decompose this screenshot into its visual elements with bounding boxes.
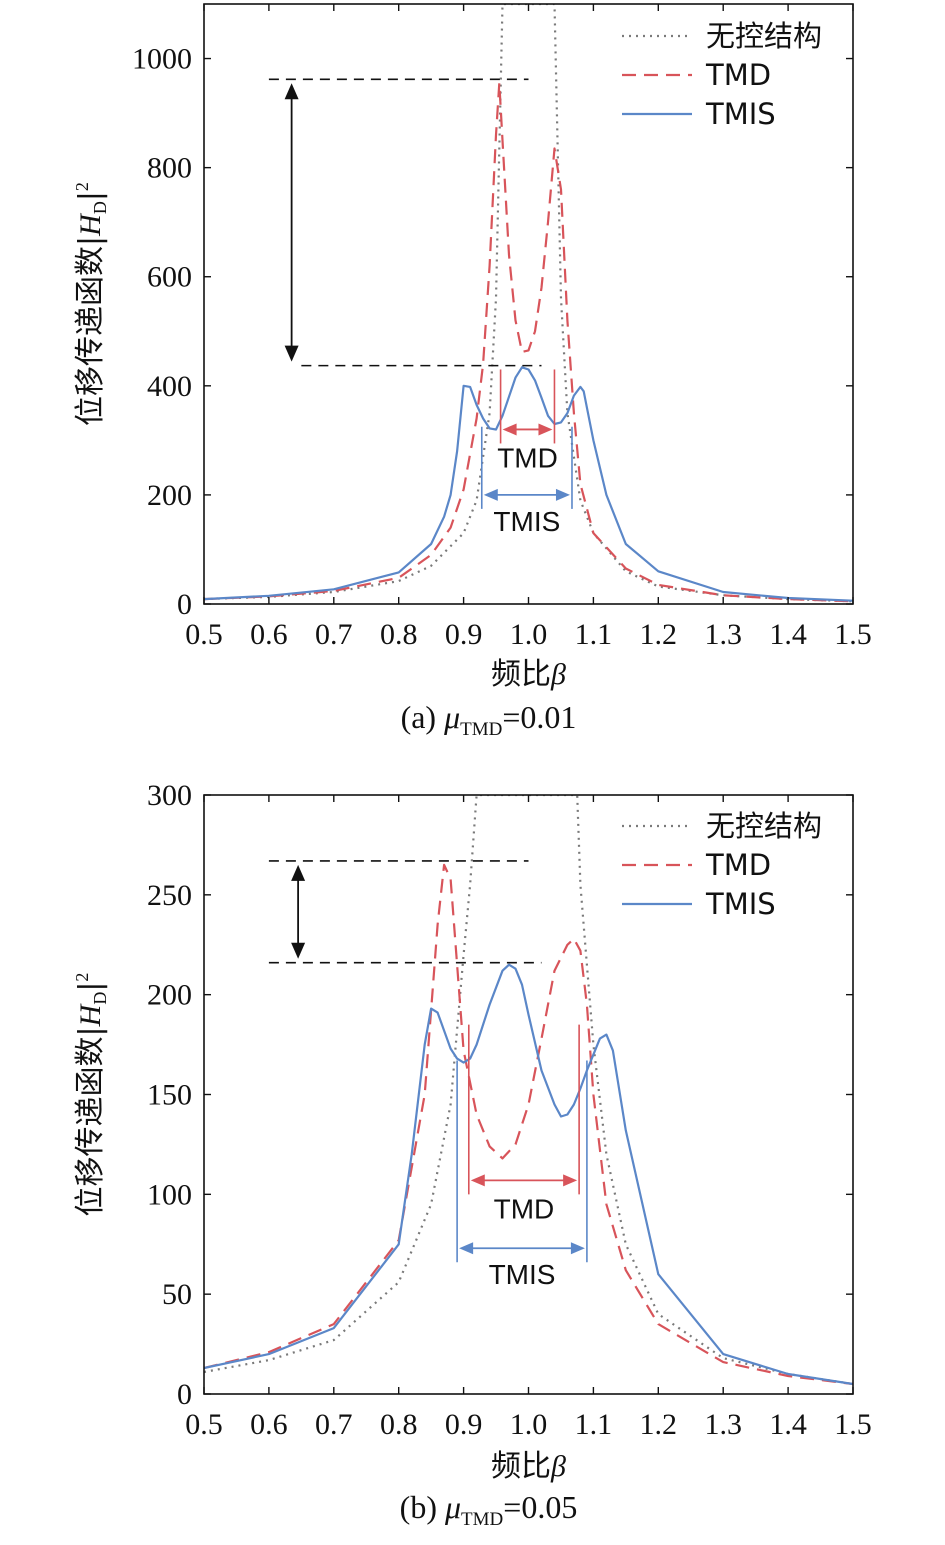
x-axis-label-symbol: β — [550, 658, 566, 691]
tmd-band-label: TMD — [497, 442, 558, 473]
series-line-tmd — [204, 82, 853, 603]
y-tick-label: 0 — [177, 1378, 192, 1411]
tmis-band-arrow-head-right — [555, 488, 570, 501]
figure-caption: (b) μTMD=0.05 — [400, 1489, 578, 1530]
y-tick-label: 200 — [147, 979, 192, 1012]
legend-label-tmd: TMD — [705, 58, 771, 92]
legend-label-tmd: TMD — [705, 848, 771, 882]
x-tick-label: 0.5 — [185, 618, 223, 651]
tmis-band-arrow-head-left — [459, 1242, 474, 1255]
y-axis-label-text: 位移传递函数| — [73, 236, 108, 426]
x-tick-label: 0.6 — [250, 1408, 288, 1441]
x-tick-label: 1.0 — [510, 618, 548, 651]
x-tick-label: 0.6 — [250, 618, 288, 651]
tmis-band-label: TMIS — [493, 506, 560, 537]
tmd-band-arrow-head-right — [563, 1174, 578, 1187]
tmis-band-label: TMIS — [489, 1259, 556, 1290]
x-tick-label: 1.1 — [575, 618, 613, 651]
legend-label-uncontrolled: 无控结构 — [706, 809, 822, 843]
y-tick-label: 150 — [147, 1079, 192, 1112]
caption-mu-sub: TMD — [460, 719, 502, 740]
y-axis-label-close: | — [73, 191, 108, 201]
caption-mu: μ — [444, 1489, 461, 1525]
y-axis-label: 位移传递函数|HD|2 — [72, 182, 110, 426]
y-tick-label: 0 — [177, 588, 192, 621]
peak-reduction-arrow-head-top — [291, 864, 306, 881]
series-line-uncontrolled — [204, 795, 853, 1386]
x-tick-label: 0.5 — [185, 1408, 223, 1441]
x-tick-label: 1.3 — [704, 1408, 742, 1441]
peak-reduction-arrow-head-bottom — [284, 345, 299, 362]
plot-area — [204, 4, 853, 603]
tmd-band-arrow-head-right — [538, 423, 553, 436]
series-line-tmis — [204, 963, 853, 1386]
caption-prefix: (a) — [401, 699, 445, 735]
x-axis-label: 频比β — [491, 1449, 566, 1484]
y-tick-label: 100 — [147, 1178, 192, 1211]
x-axis-label-text: 频比 — [491, 1449, 551, 1484]
legend-label-uncontrolled: 无控结构 — [706, 19, 822, 53]
x-tick-label: 1.4 — [769, 618, 807, 651]
caption-mu-value: =0.01 — [502, 699, 576, 735]
x-tick-label: 0.8 — [380, 1408, 418, 1441]
y-axis-label-text: 位移传递函数| — [73, 1026, 108, 1216]
legend: 无控结构 TMD TMIS — [622, 809, 822, 921]
x-tick-label: 0.7 — [315, 1408, 353, 1441]
x-tick-label: 1.4 — [769, 1408, 807, 1441]
y-tick-label: 200 — [147, 479, 192, 512]
y-tick-label: 300 — [147, 779, 192, 812]
x-tick-label: 1.3 — [704, 618, 742, 651]
x-tick-label: 1.5 — [834, 618, 872, 651]
y-tick-label: 800 — [147, 152, 192, 185]
y-axis-label-sup: 2 — [72, 182, 92, 191]
x-tick-label: 1.1 — [575, 1408, 613, 1441]
x-tick-label: 0.9 — [445, 1408, 483, 1441]
tmd-band-label: TMD — [494, 1193, 555, 1224]
tmd-band-arrow-head-left — [502, 423, 517, 436]
caption-mu-sub: TMD — [461, 1509, 503, 1530]
legend: 无控结构 TMD TMIS — [622, 19, 822, 131]
axes-frame — [203, 794, 854, 1395]
legend-label-tmis: TMIS — [705, 97, 776, 131]
caption-prefix: (b) — [400, 1489, 445, 1525]
x-axis-label-symbol: β — [550, 1450, 566, 1483]
tmis-band-arrow-head-left — [483, 488, 498, 501]
y-axis-label-sub: D — [90, 201, 110, 214]
figure-caption: (a) μTMD=0.01 — [401, 699, 577, 740]
x-axis-label: 频比β — [491, 657, 566, 692]
y-axis-label-symbol: H — [74, 1002, 107, 1027]
peak-reduction-arrow-head-bottom — [291, 942, 306, 959]
y-axis-label-close: | — [73, 982, 108, 992]
y-axis-label-symbol: H — [74, 212, 107, 237]
tmis-band-arrow-head-right — [570, 1242, 585, 1255]
y-tick-label: 50 — [162, 1278, 192, 1311]
y-tick-label: 1000 — [132, 43, 192, 76]
y-axis-label: 位移传递函数|HD|2 — [72, 973, 110, 1217]
y-tick-label: 400 — [147, 370, 192, 403]
y-axis-label-sub: D — [90, 992, 110, 1005]
caption-mu: μ — [443, 699, 460, 735]
series-line-tmd — [204, 863, 853, 1386]
x-tick-label: 1.2 — [640, 1408, 678, 1441]
x-tick-label: 0.7 — [315, 618, 353, 651]
legend-label-tmis: TMIS — [705, 887, 776, 921]
x-tick-label: 1.0 — [510, 1408, 548, 1441]
chart-panel-b: 0.5 0.6 0.7 0.8 0.9 1.0 1.1 1.2 1.3 1.4 1.5 0 50 100 1… — [72, 779, 872, 1530]
chart-panel-a: 0.5 0.6 0.7 0.8 0.9 1.0 1.1 1.2 1.3 1.4 1.5 0 200 400… — [72, 3, 872, 740]
x-tick-label: 1.5 — [834, 1408, 872, 1441]
x-tick-label: 0.8 — [380, 618, 418, 651]
x-tick-label: 0.9 — [445, 618, 483, 651]
y-tick-label: 250 — [147, 879, 192, 912]
y-axis-label-sup: 2 — [72, 973, 92, 982]
x-axis-label-text: 频比 — [491, 657, 551, 692]
tmd-band-arrow-head-left — [470, 1174, 485, 1187]
series-line-tmis — [204, 366, 853, 602]
caption-mu-value: =0.05 — [503, 1489, 577, 1525]
plot-area — [204, 795, 853, 1386]
peak-reduction-arrow-head-top — [284, 83, 299, 100]
y-tick-label: 600 — [147, 261, 192, 294]
x-tick-label: 1.2 — [640, 618, 678, 651]
